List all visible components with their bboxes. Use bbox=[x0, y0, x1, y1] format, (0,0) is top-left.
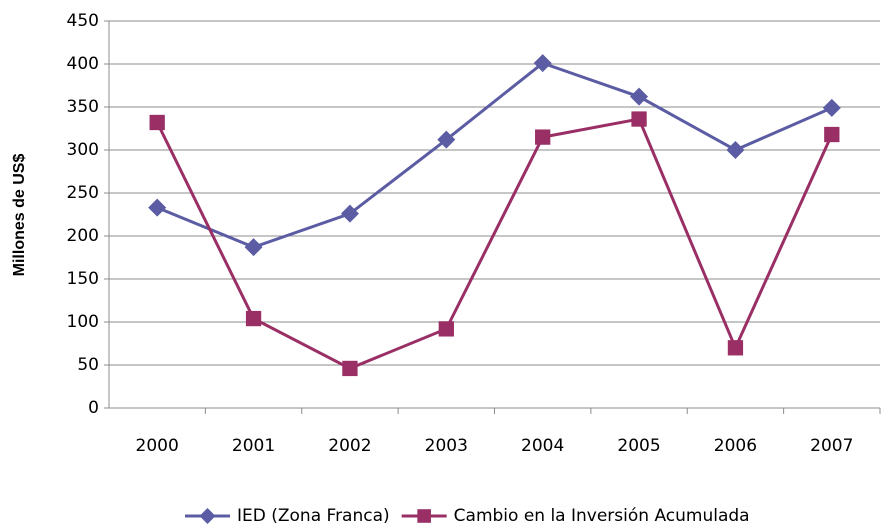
data-point bbox=[438, 321, 454, 337]
y-tick-label: 100 bbox=[67, 312, 99, 332]
legend-marker bbox=[417, 509, 431, 523]
data-point bbox=[630, 87, 649, 106]
series-line bbox=[155, 117, 834, 371]
data-point bbox=[727, 340, 744, 356]
x-tick-label: 2002 bbox=[328, 436, 371, 456]
y-tick-label: 450 bbox=[67, 11, 99, 31]
y-tick-label: 150 bbox=[67, 269, 99, 289]
x-tick-label: 2001 bbox=[232, 436, 275, 456]
y-tick-label: 250 bbox=[67, 183, 99, 203]
data-point bbox=[824, 126, 840, 143]
x-tick-label: 2007 bbox=[810, 436, 853, 456]
x-tick-label: 2004 bbox=[521, 436, 564, 456]
series-line bbox=[156, 61, 833, 249]
data-point bbox=[533, 54, 552, 73]
data-point bbox=[342, 360, 358, 377]
y-tick-label: 50 bbox=[77, 355, 99, 375]
y-tick-label: 200 bbox=[67, 226, 99, 246]
y-axis-title: Millones de US$ bbox=[11, 154, 28, 277]
data-point bbox=[822, 98, 841, 117]
data-point bbox=[340, 204, 359, 223]
x-tick-label: 2005 bbox=[617, 436, 660, 456]
legend-label: Cambio en la Inversión Acumulada bbox=[454, 506, 750, 526]
data-point bbox=[726, 141, 745, 159]
legend-label: IED (Zona Franca) bbox=[237, 506, 390, 526]
data-point bbox=[245, 310, 262, 327]
legend-marker bbox=[199, 508, 216, 524]
y-tick-label: 300 bbox=[67, 140, 99, 160]
x-tick-label: 2006 bbox=[714, 436, 757, 456]
x-tick-label: 2003 bbox=[425, 436, 468, 456]
data-point bbox=[149, 114, 165, 131]
y-tick-label: 350 bbox=[67, 97, 99, 117]
data-point bbox=[244, 238, 263, 257]
y-tick-label: 400 bbox=[67, 54, 99, 74]
x-tick-label: 2000 bbox=[136, 436, 179, 456]
data-point bbox=[535, 129, 551, 145]
y-tick-label: 0 bbox=[88, 398, 99, 418]
data-point bbox=[148, 198, 167, 217]
data-point bbox=[437, 130, 456, 149]
data-point bbox=[631, 111, 647, 127]
